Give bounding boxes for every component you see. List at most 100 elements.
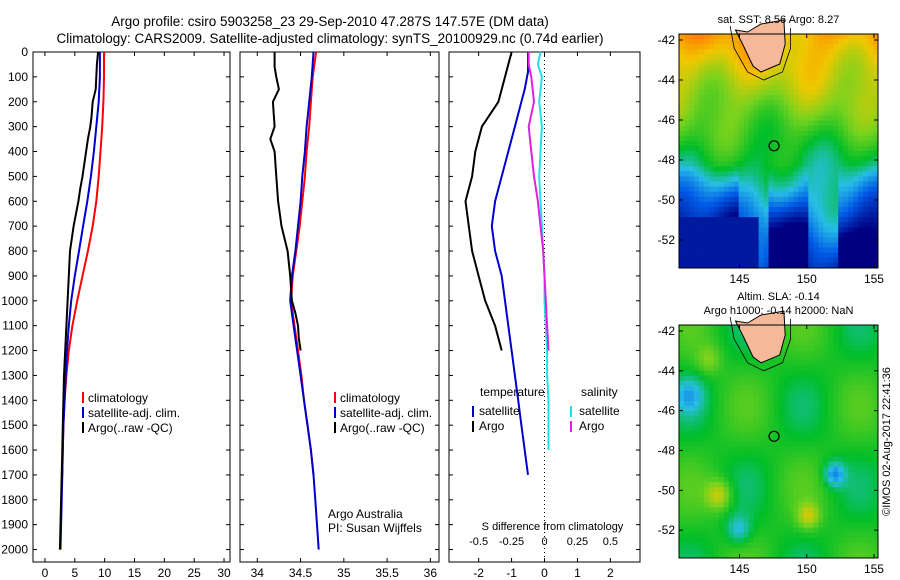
map-cell xyxy=(798,79,804,86)
map-cell xyxy=(818,222,824,228)
map-cell xyxy=(703,145,710,152)
map-cell xyxy=(703,441,710,447)
map-cell xyxy=(683,380,690,387)
map-cell xyxy=(863,446,869,453)
map-cell xyxy=(818,456,824,463)
map-cell xyxy=(683,542,690,549)
map-cell xyxy=(818,115,824,121)
map-cell xyxy=(868,431,874,437)
map-cell xyxy=(818,69,824,76)
map-cell xyxy=(753,206,760,213)
map-cell xyxy=(778,487,784,493)
map-cell xyxy=(853,487,859,493)
y-tick-label: 1100 xyxy=(2,319,28,333)
map-cell xyxy=(733,115,740,121)
map-cell xyxy=(803,59,809,65)
map-cell xyxy=(798,257,804,264)
map-cell xyxy=(783,140,789,147)
map-cell xyxy=(679,125,685,132)
map-cell xyxy=(863,89,869,96)
map-cell xyxy=(873,345,879,351)
map-cell xyxy=(698,466,705,473)
map-cell xyxy=(823,416,829,422)
map-cell xyxy=(783,380,789,387)
map-cell xyxy=(723,161,730,167)
map-cell xyxy=(733,436,740,442)
map-cell xyxy=(768,547,774,554)
map-cell xyxy=(783,522,789,529)
map-cell xyxy=(853,212,859,218)
map-cell xyxy=(698,436,705,442)
map-cell xyxy=(793,431,799,437)
map-cell xyxy=(793,350,799,356)
map-cell xyxy=(758,492,764,498)
map-cell xyxy=(708,206,715,213)
map-cell xyxy=(733,237,740,243)
map-cell xyxy=(808,517,814,523)
map-cell xyxy=(679,411,685,417)
map-cell xyxy=(763,125,769,132)
map-cell xyxy=(693,181,700,188)
map-cell xyxy=(683,74,690,81)
map-cell xyxy=(863,206,869,213)
map-cell xyxy=(748,385,755,392)
map-cell xyxy=(688,355,695,361)
map-cell xyxy=(818,441,824,447)
map-cell xyxy=(723,502,730,508)
map-cell xyxy=(843,406,849,412)
map-cell xyxy=(758,79,764,86)
map-cell xyxy=(843,411,849,417)
map-cell xyxy=(773,416,779,422)
map-cell xyxy=(688,69,695,76)
map-cell xyxy=(723,227,730,233)
map-cell xyxy=(748,375,755,382)
map-cell xyxy=(693,130,700,137)
map-cell xyxy=(728,145,735,152)
map-cell xyxy=(823,151,829,157)
map-cell xyxy=(698,547,705,554)
map-cell xyxy=(868,466,874,473)
argo-position-marker xyxy=(768,430,780,442)
map-cell xyxy=(798,217,804,223)
map-cell xyxy=(778,140,784,147)
map-cell xyxy=(753,492,760,498)
map-cell xyxy=(713,527,720,534)
map-cell xyxy=(683,135,690,142)
map-cell xyxy=(833,476,839,483)
map-cell xyxy=(723,69,730,76)
map-cell xyxy=(748,105,755,111)
map-cell xyxy=(823,161,829,167)
map-cell xyxy=(763,161,769,167)
map-cell xyxy=(763,110,769,116)
map-cell xyxy=(748,100,755,106)
map-cell xyxy=(718,262,725,269)
map-cell xyxy=(853,252,859,259)
map-cell xyxy=(713,406,720,412)
map-cell xyxy=(848,105,854,111)
map-cell xyxy=(713,446,720,453)
map-cell xyxy=(728,49,735,55)
y-tick-label: 300 xyxy=(8,120,28,134)
map-cell xyxy=(828,69,834,76)
map-cell xyxy=(873,69,879,76)
map-cell xyxy=(728,431,735,437)
map-cell xyxy=(853,232,859,238)
map-cell xyxy=(713,95,720,101)
map-cell xyxy=(723,120,730,126)
map-cell xyxy=(778,446,784,453)
x-tick-label: 0 xyxy=(42,566,49,580)
map-cell xyxy=(753,135,760,142)
map-cell xyxy=(688,59,695,65)
map-cell xyxy=(868,325,874,331)
map-cell xyxy=(718,390,725,397)
map-cell xyxy=(798,176,804,182)
map-cell xyxy=(693,135,700,142)
map-title: Altim. SLA: -0.14 xyxy=(737,291,820,303)
map-cell xyxy=(798,191,804,198)
map-cell xyxy=(688,325,695,331)
map-cell xyxy=(868,421,874,427)
map-cell xyxy=(679,360,685,366)
map-cell xyxy=(763,115,769,121)
map-cell xyxy=(873,471,879,478)
map-cell xyxy=(873,186,879,193)
